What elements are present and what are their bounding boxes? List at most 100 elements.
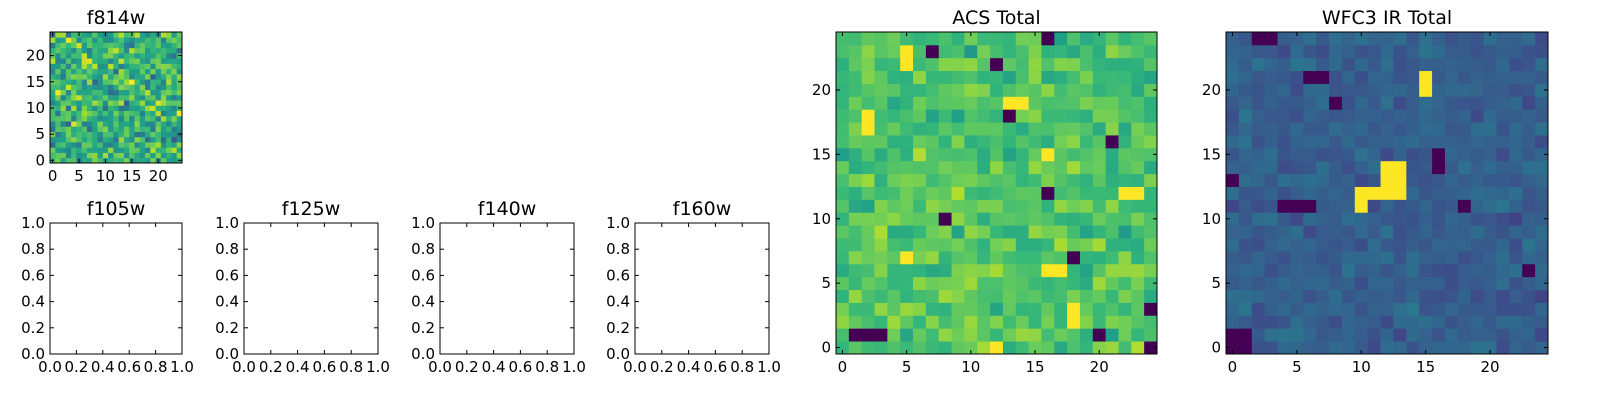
heatmap-cell bbox=[1432, 57, 1446, 72]
heatmap-cell bbox=[55, 58, 61, 64]
heatmap-cell bbox=[1419, 160, 1433, 175]
heatmap-cell bbox=[1002, 199, 1017, 213]
heatmap-cell bbox=[1002, 160, 1017, 175]
heatmap-cell bbox=[1041, 186, 1055, 200]
heatmap-cell bbox=[900, 122, 914, 136]
heatmap-cell bbox=[1419, 315, 1433, 329]
heatmap-cell bbox=[1470, 186, 1484, 200]
heatmap-cell bbox=[951, 276, 965, 290]
heatmap-cell bbox=[1028, 135, 1042, 149]
heatmap-cell bbox=[1496, 328, 1510, 342]
heatmap-cell bbox=[1105, 135, 1119, 149]
heatmap-cell bbox=[176, 94, 183, 101]
heatmap-cell bbox=[150, 121, 156, 127]
heatmap-cell bbox=[1067, 212, 1081, 226]
y-tick-label: 1.0 bbox=[606, 214, 630, 232]
heatmap-cell bbox=[139, 73, 146, 80]
y-tick-label: 0.8 bbox=[411, 240, 435, 258]
heatmap-cell bbox=[1238, 302, 1253, 316]
heatmap-cell bbox=[1419, 44, 1433, 59]
heatmap-cell bbox=[171, 100, 178, 106]
heatmap-cell bbox=[1354, 328, 1369, 342]
heatmap-cell bbox=[139, 100, 146, 106]
heatmap-cell bbox=[1483, 83, 1497, 97]
heatmap-cell bbox=[171, 131, 178, 138]
heatmap-cell bbox=[65, 121, 72, 127]
heatmap-cell bbox=[1251, 44, 1266, 59]
heatmap-cell bbox=[65, 63, 72, 70]
heatmap-cell bbox=[123, 152, 130, 159]
heatmap-cell bbox=[1470, 302, 1484, 316]
heatmap-cell bbox=[1393, 122, 1407, 136]
heatmap-cell bbox=[92, 121, 98, 127]
heatmap-cell bbox=[1393, 96, 1407, 110]
heatmap-cell bbox=[1341, 341, 1356, 355]
heatmap-cell bbox=[166, 42, 172, 49]
heatmap-cell bbox=[65, 52, 72, 59]
heatmap-cell bbox=[1406, 32, 1420, 46]
heatmap-cell bbox=[1393, 83, 1407, 97]
heatmap-cell bbox=[1316, 315, 1330, 329]
heatmap-cell bbox=[1509, 328, 1523, 342]
heatmap-cell bbox=[1496, 32, 1510, 46]
heatmap-cell bbox=[1002, 147, 1017, 162]
heatmap-cell bbox=[71, 47, 77, 54]
heatmap-cell bbox=[1393, 315, 1407, 329]
heatmap-cell bbox=[1079, 83, 1094, 97]
heatmap-cell bbox=[145, 32, 151, 38]
heatmap-cell bbox=[1535, 212, 1549, 226]
heatmap-cell bbox=[50, 110, 56, 117]
heatmap-cell bbox=[60, 136, 67, 143]
x-tick-label: 10 bbox=[961, 358, 980, 376]
heatmap-cell bbox=[118, 110, 125, 117]
heatmap-cell bbox=[1092, 263, 1107, 278]
heatmap-cell bbox=[145, 157, 151, 164]
heatmap-cell bbox=[1444, 173, 1459, 187]
heatmap-cell bbox=[938, 263, 952, 278]
heatmap-cell bbox=[1509, 147, 1523, 162]
heatmap-cell bbox=[134, 136, 141, 143]
y-tick-label: 15 bbox=[26, 73, 45, 91]
heatmap-cell bbox=[108, 152, 114, 159]
heatmap-cell bbox=[1393, 250, 1407, 265]
heatmap-cell bbox=[977, 238, 991, 252]
heatmap-cell bbox=[1354, 96, 1369, 110]
heatmap-cell bbox=[1522, 250, 1536, 265]
heatmap-cell bbox=[113, 121, 120, 127]
heatmap-cell bbox=[145, 136, 151, 143]
heatmap-cell bbox=[1144, 302, 1158, 316]
heatmap-cell bbox=[129, 52, 135, 59]
heatmap-cell bbox=[166, 136, 172, 143]
heatmap-cell bbox=[925, 122, 940, 136]
heatmap-cell bbox=[1509, 341, 1523, 355]
heatmap-cell bbox=[1535, 302, 1549, 316]
heatmap-cell bbox=[977, 122, 991, 136]
heatmap-cell bbox=[1226, 212, 1240, 226]
heatmap-cell bbox=[1341, 263, 1356, 278]
heatmap-cell bbox=[1522, 212, 1536, 226]
heatmap-cell bbox=[60, 89, 67, 96]
heatmap-cell bbox=[150, 68, 156, 75]
heatmap-cell bbox=[1290, 173, 1304, 187]
heatmap-cell bbox=[1015, 302, 1029, 316]
heatmap-cell bbox=[887, 302, 901, 316]
heatmap-cell bbox=[1509, 302, 1523, 316]
heatmap-cell bbox=[1092, 57, 1107, 72]
heatmap-cell bbox=[951, 263, 965, 278]
heatmap-cell bbox=[1496, 289, 1510, 303]
y-tick-label: 15 bbox=[812, 145, 831, 163]
heatmap-cell bbox=[1419, 70, 1433, 84]
heatmap-cell bbox=[176, 115, 183, 122]
heatmap-cell bbox=[964, 173, 978, 187]
heatmap-cell bbox=[1131, 44, 1145, 59]
heatmap-cell bbox=[1079, 250, 1094, 265]
heatmap-cell bbox=[1535, 263, 1549, 278]
heatmap-cell bbox=[60, 157, 67, 164]
heatmap-cell bbox=[1277, 32, 1291, 46]
heatmap-cell bbox=[1483, 315, 1497, 329]
heatmap-cell bbox=[1457, 70, 1472, 84]
heatmap-cell bbox=[102, 94, 109, 101]
heatmap-cell bbox=[1041, 135, 1055, 149]
heatmap-cell bbox=[1354, 315, 1369, 329]
heatmap-cell bbox=[1367, 57, 1381, 72]
